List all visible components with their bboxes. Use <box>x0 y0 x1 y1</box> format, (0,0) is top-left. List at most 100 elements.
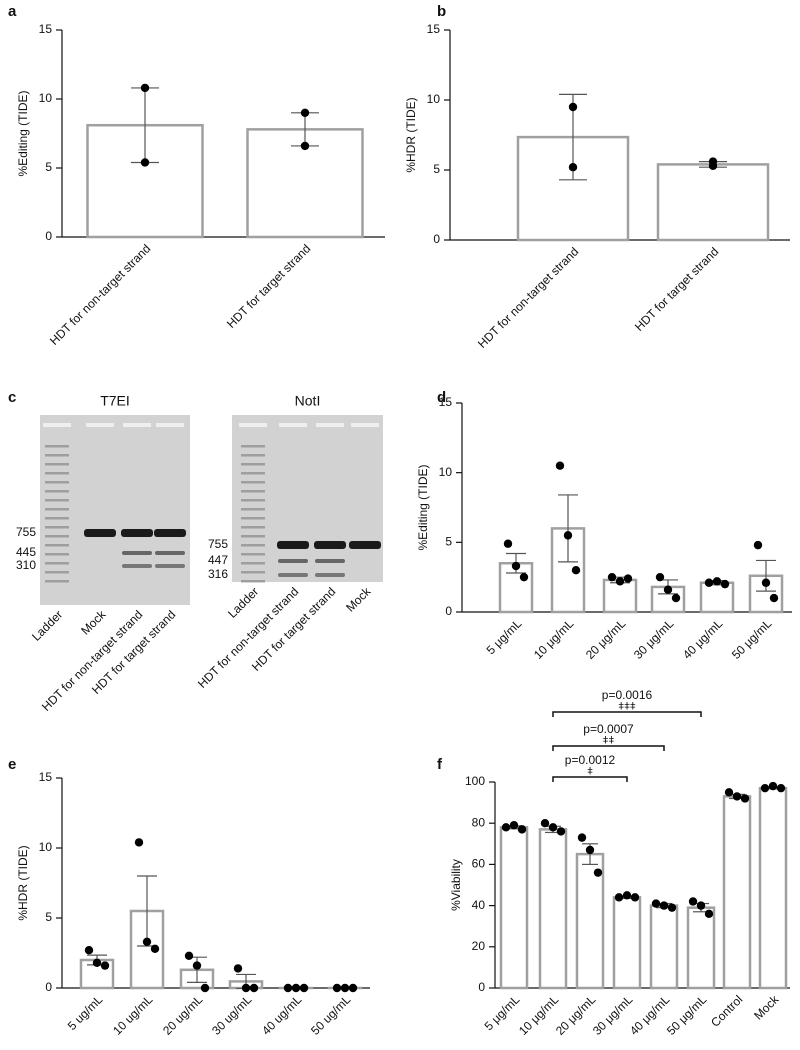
lane-label: Mock <box>343 584 374 615</box>
x-tick-label: HDT for target strand <box>632 244 721 333</box>
data-point <box>249 983 259 993</box>
y-tick-label: 15 <box>439 395 453 409</box>
gel-band <box>84 529 116 537</box>
band-size-label: 316 <box>208 567 228 581</box>
panel-letter: b <box>437 3 446 20</box>
bar <box>758 786 788 990</box>
data-point <box>348 983 358 993</box>
y-tick-label: 10 <box>39 840 53 854</box>
data-point <box>696 901 706 910</box>
data-point <box>724 788 734 797</box>
gel-band <box>155 551 185 555</box>
ladder-band <box>241 445 265 448</box>
y-tick-label: 15 <box>39 770 53 784</box>
gel-band <box>315 559 345 563</box>
significance-bracket <box>552 776 628 782</box>
data-point <box>577 833 587 842</box>
y-tick-label: 80 <box>472 815 486 829</box>
y-axis-label: %HDR (TIDE) <box>16 845 30 920</box>
data-point <box>300 108 310 118</box>
ladder-band <box>45 526 69 529</box>
data-point <box>720 579 730 589</box>
data-point <box>663 585 673 594</box>
data-point <box>593 868 603 877</box>
data-point <box>671 593 681 603</box>
y-tick-label: 40 <box>472 898 486 912</box>
significance-bracket <box>552 745 665 751</box>
data-point <box>740 794 750 803</box>
ladder-band <box>45 499 69 502</box>
x-tick-label: 5 μg/mL <box>484 616 525 657</box>
bar <box>612 896 642 990</box>
gel-well <box>279 423 307 427</box>
y-tick-label: 15 <box>427 22 441 36</box>
data-point <box>140 158 150 167</box>
data-point <box>134 838 144 847</box>
data-point <box>184 951 194 960</box>
data-point <box>585 845 595 855</box>
ladder-band <box>45 463 69 466</box>
y-axis-label: %Editing (TIDE) <box>16 90 30 176</box>
gel-image <box>232 415 383 582</box>
ladder-band <box>241 571 265 574</box>
gel-band <box>121 529 153 537</box>
data-point <box>623 574 633 583</box>
error-bar <box>558 494 578 563</box>
ladder-band <box>241 580 265 583</box>
x-tick-label: 10 ug/mL <box>110 992 156 1038</box>
data-point <box>555 461 565 470</box>
data-point <box>704 909 714 919</box>
panel-letter: a <box>8 3 17 20</box>
ladder-band <box>241 526 265 529</box>
y-tick-label: 5 <box>45 160 52 174</box>
ladder-band <box>45 472 69 475</box>
data-point <box>556 827 566 836</box>
y-tick-label: 15 <box>39 22 53 36</box>
significance-symbol: ǂ <box>587 767 593 778</box>
gel-band <box>122 564 152 568</box>
ladder-band <box>241 517 265 520</box>
data-point <box>769 593 779 603</box>
band-size-label: 447 <box>208 553 228 567</box>
gel-band <box>349 541 381 549</box>
y-axis-label: %HDR (TIDE) <box>404 97 418 172</box>
data-point <box>548 823 558 832</box>
data-point <box>517 825 527 834</box>
data-point <box>622 891 632 900</box>
bar <box>722 795 752 990</box>
x-tick-label: Mock <box>751 992 782 1023</box>
x-tick-label: 40 μg/mL <box>680 616 726 662</box>
lane-label: Mock <box>78 607 109 638</box>
bar <box>499 826 529 990</box>
data-point <box>630 893 640 902</box>
y-axis-label: %Editing (TIDE) <box>416 464 430 550</box>
data-point <box>291 983 301 993</box>
lane-label: Ladder <box>225 584 261 620</box>
x-tick-label: 50 ug/mL <box>308 992 354 1038</box>
x-tick-label: Control <box>708 992 745 1029</box>
y-tick-label: 60 <box>472 857 486 871</box>
gel-band <box>277 541 309 549</box>
y-axis-label: %Viability <box>449 859 463 911</box>
x-tick-label: 30 μg/mL <box>631 616 677 662</box>
data-point <box>140 83 150 93</box>
ladder-band <box>241 553 265 556</box>
ladder-band <box>45 481 69 484</box>
data-point <box>568 163 578 172</box>
band-size-label: 755 <box>208 537 228 551</box>
ladder-band <box>241 454 265 457</box>
x-tick-label: HDT for non-target strand <box>47 241 153 347</box>
y-tick-label: 10 <box>427 92 441 106</box>
y-tick-label: 0 <box>433 232 440 246</box>
x-tick-label: 50 μg/mL <box>729 616 775 662</box>
significance-label: p=0.0016 <box>602 688 653 702</box>
y-tick-label: 0 <box>45 980 52 994</box>
gel-title: T7EI <box>100 393 130 409</box>
data-point <box>776 783 786 793</box>
ladder-band <box>45 535 69 538</box>
x-tick-label: 20 ug/mL <box>160 992 206 1038</box>
data-point <box>708 157 718 166</box>
gel-well <box>156 423 184 427</box>
data-point <box>299 983 309 993</box>
